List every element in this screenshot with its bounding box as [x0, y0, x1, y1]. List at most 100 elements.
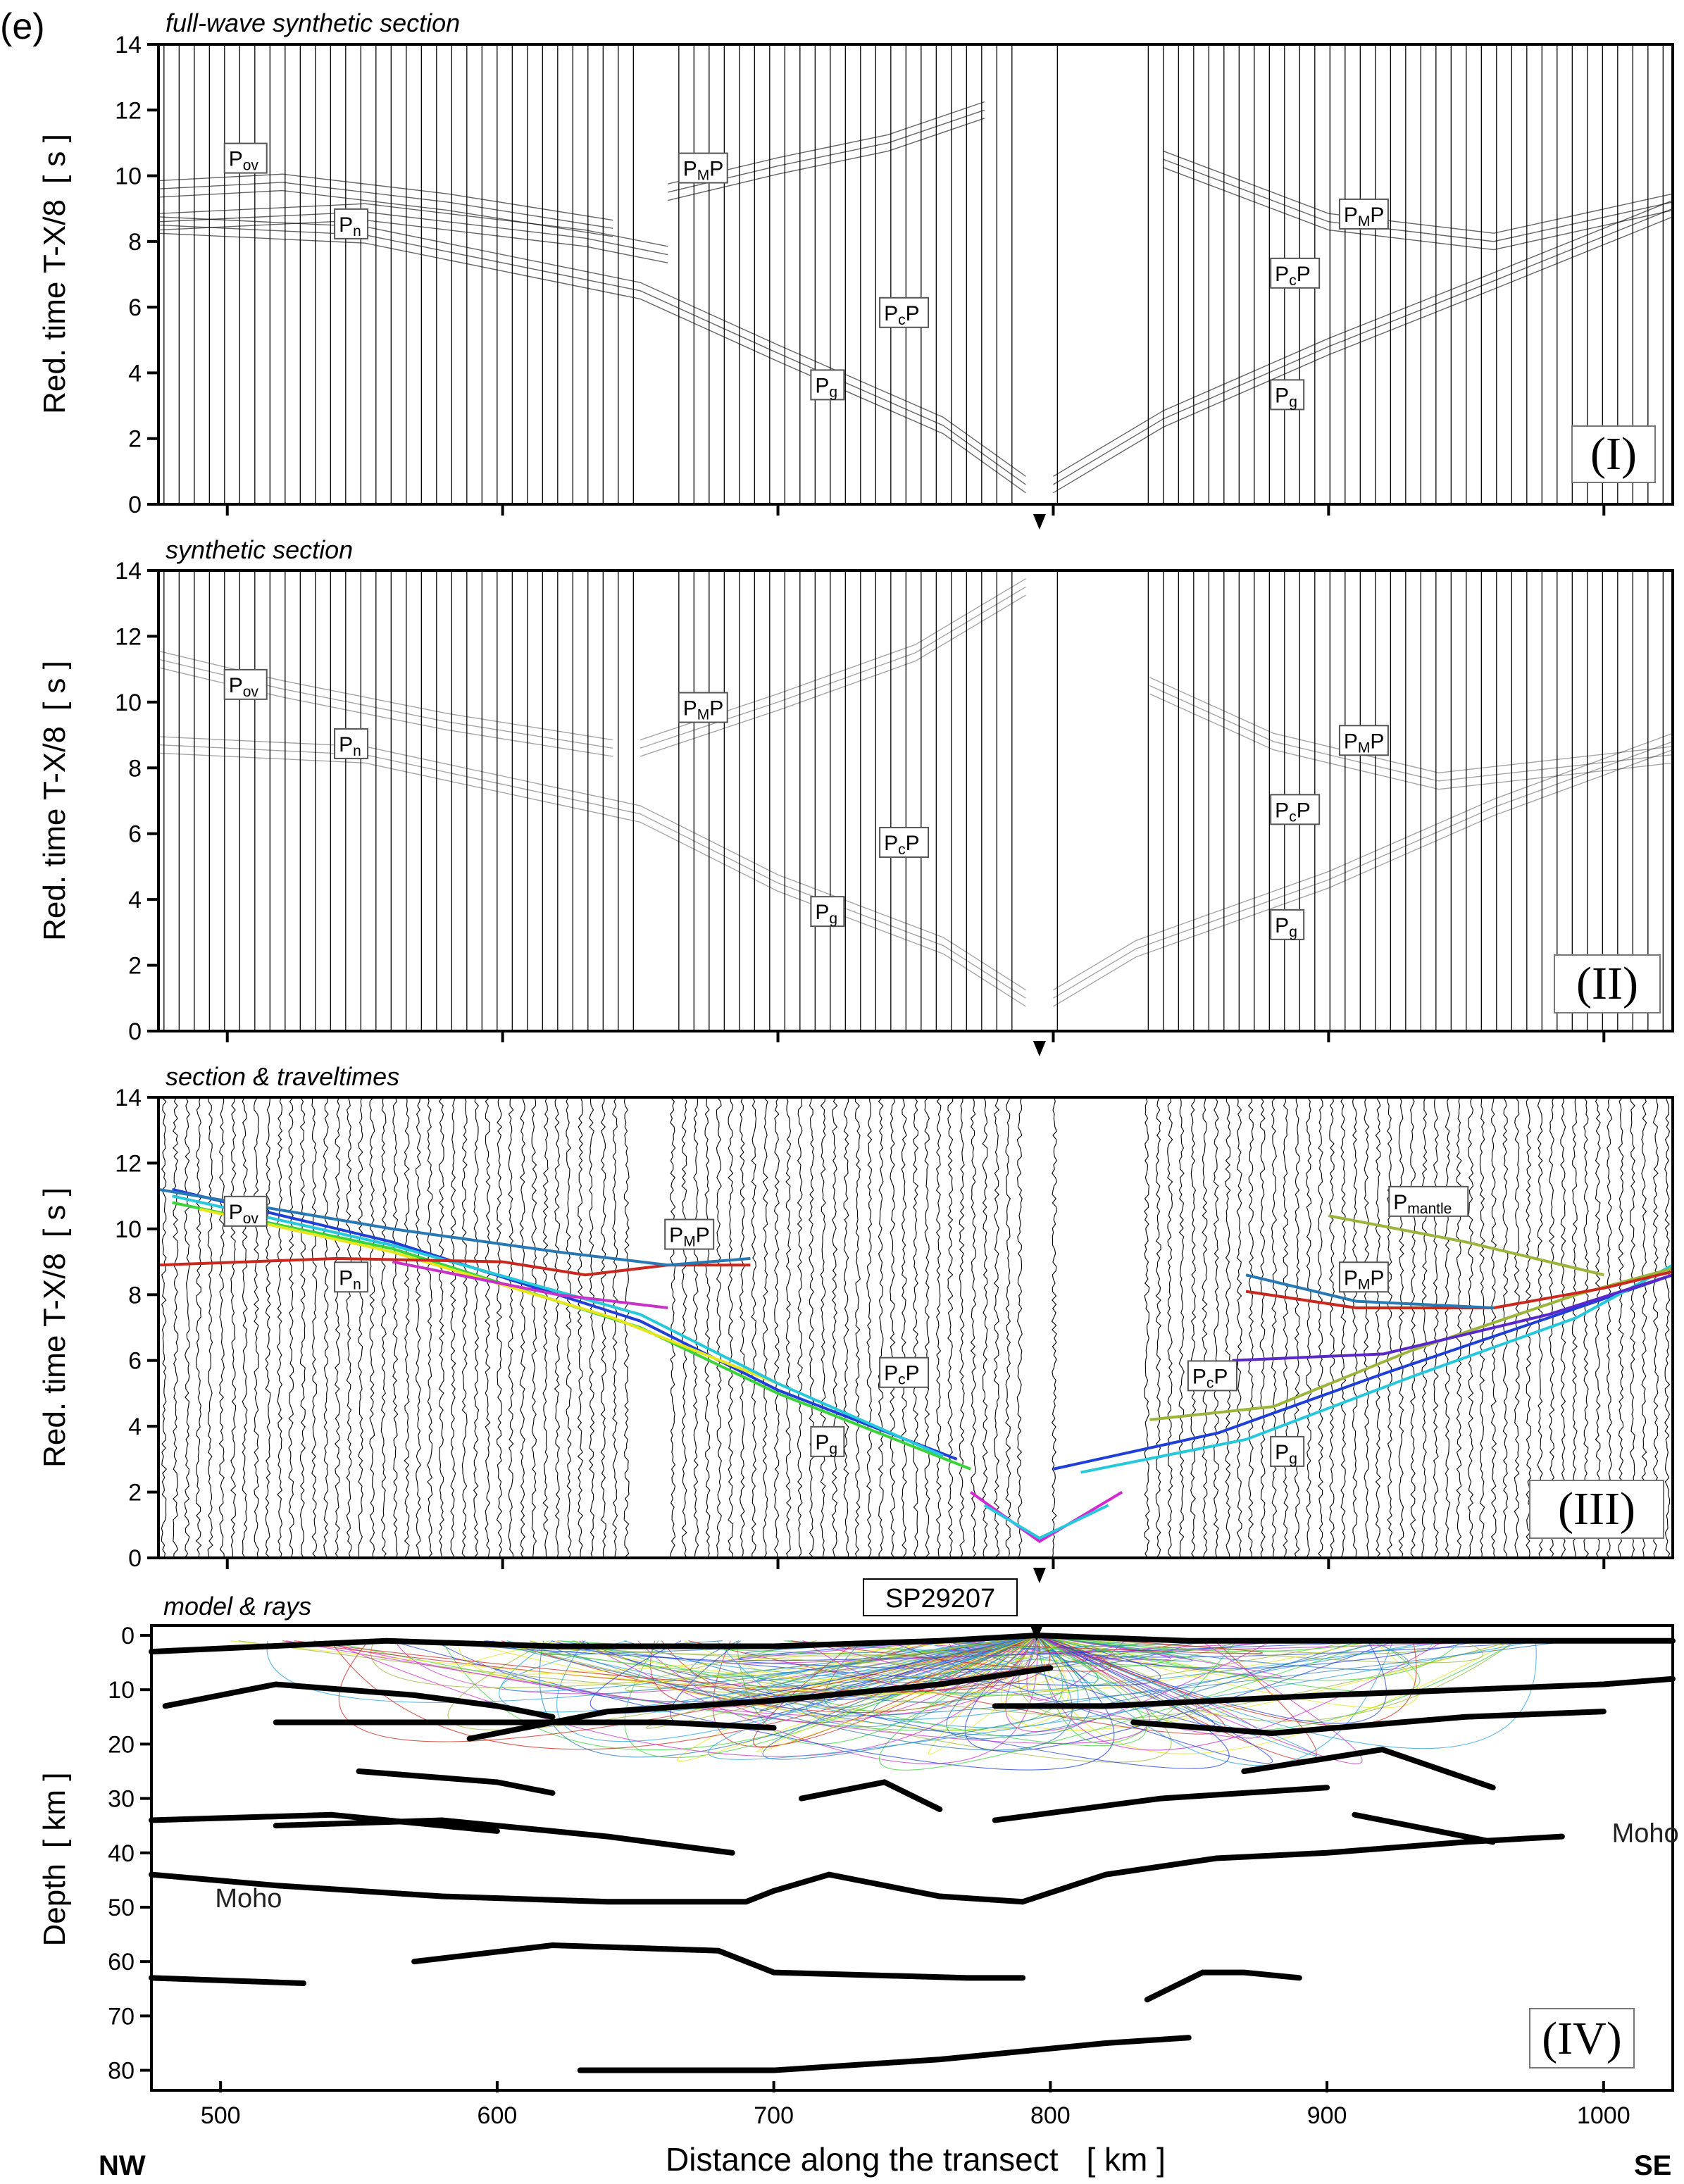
ray-path [1021, 1635, 1261, 1682]
x-axis-title: Distance along the transect [666, 2141, 1059, 2178]
model-interface [1020, 1833, 1565, 1905]
phase-wiggle [1163, 167, 1673, 251]
y-tick-label: 10 [115, 163, 142, 190]
model-interface [411, 1942, 1026, 1981]
phase-wiggle [640, 586, 1026, 749]
trace [531, 1097, 537, 1559]
trace [450, 1097, 456, 1559]
axis-ticks: 0 2 4 6 8 10 12 14 [115, 32, 1606, 518]
phase-base: P [1275, 263, 1289, 286]
y-tick-label: 8 [128, 229, 142, 256]
phase-label: PMP [664, 1218, 715, 1250]
phase-label: PcP [879, 1356, 930, 1388]
phase-wiggle [158, 752, 1026, 1007]
trace [254, 1097, 260, 1559]
phase-label: PMP [1338, 725, 1389, 756]
y-tick-label: 8 [128, 1282, 142, 1309]
trace [901, 1097, 907, 1559]
trace [438, 1097, 444, 1559]
phase-wiggle [158, 667, 613, 757]
phase-base: P [1393, 1191, 1407, 1214]
phase-label: PMP [1338, 198, 1389, 230]
phase-wiggle [1149, 677, 1673, 773]
trace [947, 1097, 954, 1559]
phase-wiggle [158, 224, 1026, 485]
y-tick-label: 2 [128, 953, 142, 980]
traveltime-curve [1245, 1273, 1495, 1309]
phase-sub: c [898, 312, 906, 328]
ray-path [286, 1635, 1150, 1744]
trace [820, 1097, 826, 1559]
phase-label: PMP [678, 692, 728, 723]
phase-label: Pg [1270, 909, 1305, 940]
phase-label-text: Pov [229, 674, 259, 700]
phase-label-text: Pg [1275, 384, 1297, 410]
ray-path [873, 1635, 1435, 1721]
model-interface [1144, 1969, 1302, 2003]
ray-path [879, 1635, 1379, 1771]
ray-path [499, 1635, 1037, 1713]
traveltime-curve [1053, 1273, 1673, 1471]
roman-label-box: (III) [1529, 1480, 1664, 1539]
panel-model-rays: model & rays 500 600 700 800 900 1000 0 10 20 30 4… [37, 1578, 1679, 2129]
phase-label-box [810, 1425, 845, 1457]
traveltime-curve [158, 1187, 751, 1267]
traveltime-curve [172, 1187, 958, 1461]
seismic-traces [160, 1097, 1671, 1559]
ray-path [946, 1635, 1360, 1740]
phase-base: P [229, 674, 243, 697]
plot-frame [157, 43, 1674, 506]
ray-path [327, 1635, 1037, 1757]
phase-label-text: PcP [884, 1362, 920, 1388]
y-tick-label: 8 [128, 755, 142, 782]
trace [566, 1097, 572, 1559]
ray-path [471, 1635, 1197, 1721]
phase-sub: c [1206, 1375, 1214, 1391]
phase-label: Pov [223, 142, 268, 174]
phase-wiggle [1053, 216, 1673, 494]
roman-box [1529, 1480, 1664, 1539]
trace [739, 1097, 745, 1559]
phase-base: P [884, 302, 898, 325]
phase-label-box [879, 1356, 930, 1388]
trace [692, 1097, 699, 1559]
ray-path [900, 1635, 1263, 1654]
phase-wiggle [158, 203, 668, 247]
phase-tail: P [906, 302, 920, 325]
plot-frame [157, 1096, 1674, 1559]
phase-wiggle [158, 659, 613, 749]
phase-sub: c [1289, 273, 1297, 289]
ray-path [1036, 1635, 1376, 1652]
phase-base: P [815, 1431, 829, 1454]
y-axis-unit: [ s ] [37, 661, 72, 711]
trace [878, 1097, 884, 1559]
x-axis-unit: [ km ] [1086, 2141, 1165, 2178]
ray-path [230, 1635, 1064, 1695]
trace [1202, 1097, 1208, 1559]
phase-wiggle [640, 594, 1026, 757]
phase-label-text: Pn [339, 733, 361, 759]
phase-label: PcP [879, 297, 930, 328]
x-tick-label: 900 [1307, 2102, 1347, 2129]
trace [369, 1097, 375, 1559]
trace [843, 1097, 849, 1559]
y-tick-label: 70 [108, 2003, 135, 2030]
ray-path [806, 1635, 1571, 1716]
y-tick-label: 4 [128, 1414, 142, 1440]
trace [1306, 1097, 1312, 1559]
trace [751, 1097, 757, 1559]
trace [935, 1097, 942, 1559]
y-axis-unit: [ s ] [37, 1187, 72, 1237]
model-interface [162, 1681, 556, 1720]
y-tick-label: 50 [108, 1895, 135, 1921]
y-tick-label: 0 [128, 1545, 142, 1572]
trace [415, 1097, 422, 1559]
phase-label-text: Pg [1275, 1441, 1297, 1467]
phase-sub: M [697, 707, 710, 723]
model-interface [149, 1975, 306, 1987]
phase-label-text: Pg [815, 374, 837, 400]
shot-point-frame [863, 1578, 1018, 1616]
y-tick-label: 14 [115, 32, 142, 58]
model-interface [149, 1871, 1026, 1905]
trace [519, 1097, 525, 1559]
